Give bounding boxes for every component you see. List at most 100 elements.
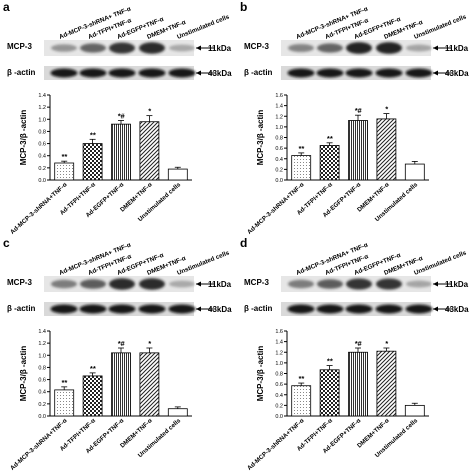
significance-label: ** [90, 364, 97, 373]
band-mcp3 [109, 42, 135, 54]
y-tick-label: 1.0 [275, 361, 283, 367]
y-tick-label: 0.2 [38, 402, 46, 408]
x-category-label: Ad-MCP-3-shRNA+TNF-α [9, 181, 69, 236]
band-mcp3 [51, 279, 77, 289]
band-mcp3 [169, 280, 195, 288]
bar-chart: 0.0 0.2 0.4 0.6 0.8 1.0 1.2 1.4 1.6 MCP-3/β -acti… [246, 93, 429, 236]
lane-label: Unstimulated cells [413, 13, 468, 41]
bar [376, 118, 397, 181]
band-actin [108, 304, 136, 314]
band-actin [316, 304, 344, 314]
significance-label: ** [327, 357, 334, 366]
bar [82, 375, 103, 417]
band-actin [287, 304, 315, 314]
y-tick-label: 0.8 [38, 129, 46, 135]
lane-label: Unstimulated cells [176, 13, 231, 41]
bar-chart: 0.0 0.2 0.4 0.6 0.8 1.0 1.2 1.4 1.6 MCP-3/β -acti… [246, 329, 429, 471]
blot-label-actin: β -actin [7, 68, 36, 77]
band-actin [287, 68, 315, 78]
bar [319, 145, 340, 181]
kda-mcp3: 11kDa [208, 280, 232, 289]
kda-actin: 43kDa [445, 69, 469, 78]
band-mcp3 [80, 279, 106, 289]
bar [54, 162, 75, 181]
blot-label-mcp3: MCP-3 [244, 42, 269, 51]
panel-label: b [240, 0, 247, 14]
significance-label: *# [117, 112, 125, 121]
significance-label: * [385, 105, 389, 114]
bar [404, 404, 425, 417]
band-actin [50, 68, 78, 78]
band-actin [138, 304, 166, 314]
y-axis-label: MCP-3/β -actin [19, 346, 28, 402]
band-mcp3 [109, 278, 135, 290]
significance-label: * [385, 339, 389, 348]
band-actin [375, 304, 403, 314]
band-mcp3 [139, 278, 165, 290]
y-axis-label: MCP-3/β -actin [256, 346, 265, 402]
significance-label: ** [298, 144, 305, 153]
panel-label: a [3, 0, 10, 14]
kda-actin: 43kDa [208, 305, 232, 314]
band-actin [345, 68, 373, 78]
panel-a: a Ad-MCP-3-shRNA+ TNF-αAd-TFPI+TNF-αAd-EG… [3, 0, 232, 236]
y-tick-label: 0.4 [38, 390, 46, 396]
band-actin [375, 68, 403, 78]
arrow-head-mcp3 [196, 281, 201, 287]
lane-labels: Ad-MCP-3-shRNA+ TNF-αAd-TFPI+TNF-αAd-EGF… [58, 242, 231, 277]
arrow-head-actin [433, 70, 438, 76]
bar [291, 155, 312, 181]
lane-labels: Ad-MCP-3-shRNA+ TNF-αAd-TFPI+TNF-αAd-EGF… [295, 6, 468, 41]
kda-mcp3: 11kDa [445, 44, 469, 53]
bar [139, 352, 160, 417]
panel-c: c Ad-MCP-3-shRNA+ TNF-αAd-TFPI+TNF-αAd-EG… [3, 236, 232, 471]
x-category-label: Ad-MCP-3-shRNA+TNF-α [246, 181, 306, 236]
y-tick-label: 0.8 [275, 372, 283, 378]
band-mcp3 [317, 43, 343, 53]
blot-label-actin: β -actin [244, 68, 273, 77]
panel-b: b Ad-MCP-3-shRNA+ TNF-αAd-TFPI+TNF-αAd-EG… [240, 0, 469, 236]
band-mcp3 [376, 42, 402, 54]
band-actin [405, 304, 433, 314]
band-actin [138, 68, 166, 78]
y-tick-label: 0.0 [38, 414, 46, 420]
y-tick-label: 0.2 [38, 166, 46, 172]
blot-label-mcp3: MCP-3 [244, 278, 269, 287]
band-mcp3 [51, 44, 77, 52]
y-tick-label: 0.8 [275, 136, 283, 142]
band-actin [168, 304, 196, 314]
band-actin [168, 68, 196, 78]
lane-label: Unstimulated cells [413, 249, 468, 277]
band-mcp3 [406, 280, 432, 288]
arrow-head-mcp3 [433, 281, 438, 287]
bar [167, 168, 188, 181]
x-category-label: Ad-MCP-3-shRNA+TNF-α [9, 417, 69, 471]
bar [376, 350, 397, 417]
bar [54, 389, 75, 417]
y-tick-label: 0.6 [38, 378, 46, 384]
x-category-label: Ad-MCP-3-shRNA+TNF-α [246, 417, 306, 471]
y-tick-label: 1.6 [275, 329, 283, 335]
band-actin [316, 68, 344, 78]
y-tick-label: 1.0 [275, 125, 283, 131]
y-tick-label: 1.6 [275, 93, 283, 99]
bar [167, 408, 188, 417]
band-mcp3 [346, 278, 372, 290]
y-tick-label: 1.4 [38, 329, 46, 335]
lane-labels: Ad-MCP-3-shRNA+ TNF-αAd-TFPI+TNF-αAd-EGF… [295, 242, 468, 277]
significance-label: ** [61, 378, 68, 387]
panel-label: c [3, 236, 10, 250]
bar [111, 352, 131, 417]
y-tick-label: 0.8 [38, 365, 46, 371]
blot-label-mcp3: MCP-3 [7, 278, 32, 287]
bar [139, 121, 160, 181]
kda-mcp3: 11kDa [445, 280, 469, 289]
arrow-head-mcp3 [196, 45, 201, 51]
y-tick-label: 0.6 [275, 382, 283, 388]
panel-d: d Ad-MCP-3-shRNA+ TNF-αAd-TFPI+TNF-αAd-EG… [240, 236, 469, 471]
significance-label: * [148, 107, 152, 116]
y-tick-label: 0.4 [275, 157, 283, 163]
significance-label: ** [327, 134, 334, 143]
